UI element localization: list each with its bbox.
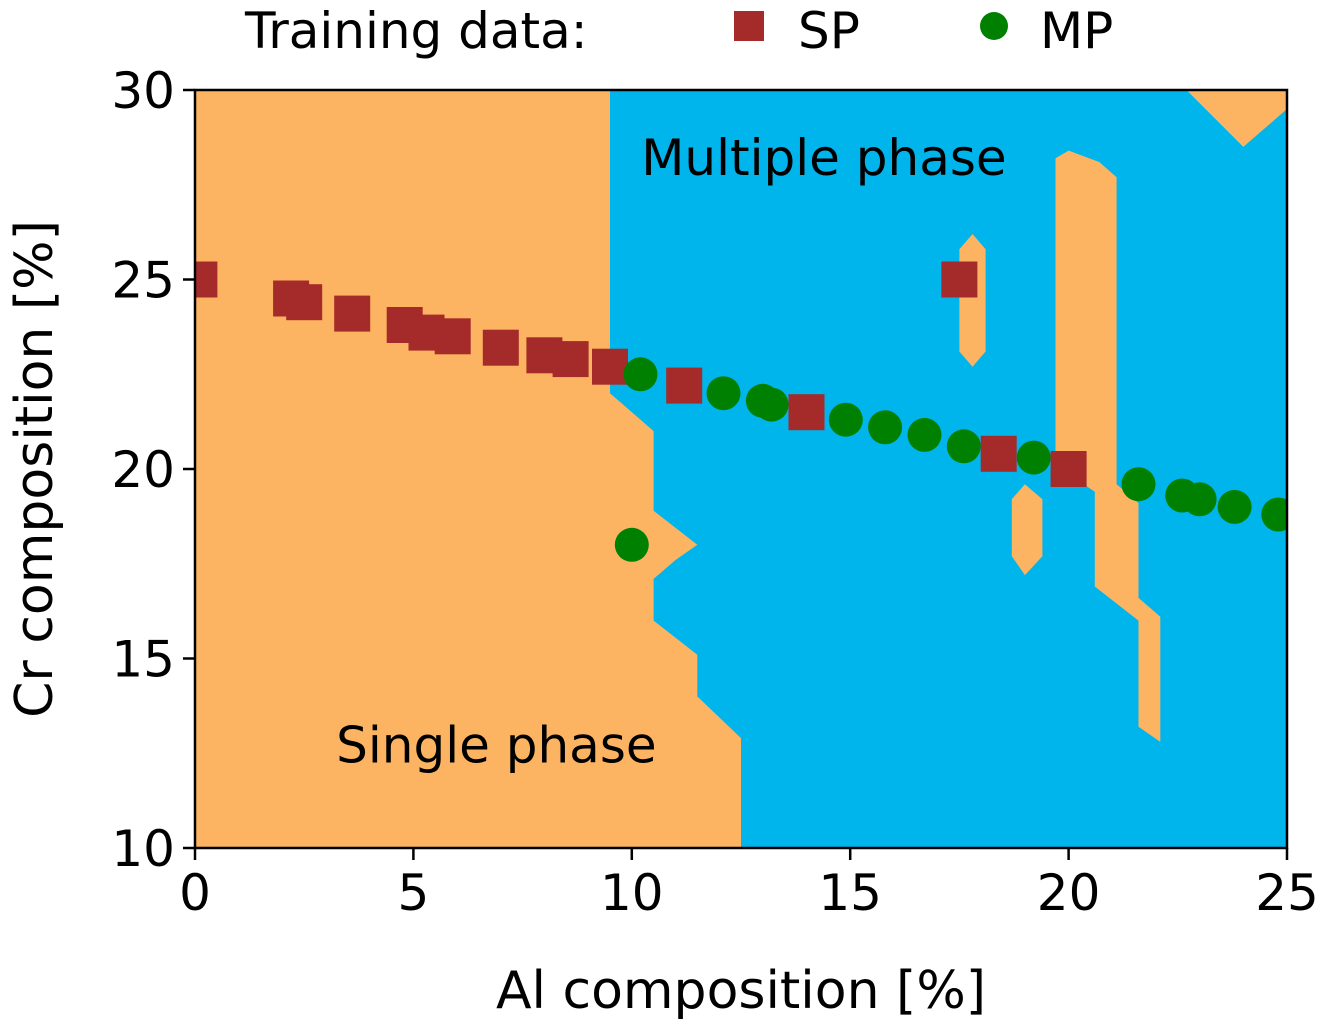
y-tick-label-30: 30 xyxy=(111,62,175,120)
series-sp xyxy=(195,261,1087,487)
data-point-mp-6 xyxy=(868,410,903,445)
legend-label-sp: SP xyxy=(798,2,860,60)
data-point-sp-13 xyxy=(941,261,978,298)
y-axis-label: Cr composition [%] xyxy=(5,220,65,718)
data-point-mp-0 xyxy=(623,357,658,392)
single-phase-island-2 xyxy=(1011,484,1043,576)
data-point-sp-11 xyxy=(666,367,703,404)
data-point-sp-12 xyxy=(788,394,825,431)
legend-marker-sp xyxy=(734,11,764,41)
multiple-phase-label: Multiple phase xyxy=(641,129,1006,187)
data-point-mp-4 xyxy=(754,387,789,422)
x-tick-label-25: 25 xyxy=(1255,864,1319,922)
data-point-mp-8 xyxy=(946,429,981,464)
legend: Training data: SP MP xyxy=(244,2,1113,60)
data-point-sp-6 xyxy=(434,318,471,355)
y-tick-label-20: 20 xyxy=(111,441,175,499)
single-phase-island-1 xyxy=(1055,150,1161,742)
data-point-sp-0 xyxy=(195,261,218,298)
data-point-mp-5 xyxy=(828,402,863,437)
legend-title: Training data: xyxy=(244,2,588,60)
data-point-sp-14 xyxy=(980,435,1017,472)
x-tick-label-20: 20 xyxy=(1037,864,1101,922)
data-point-mp-1 xyxy=(614,527,649,562)
y-tick-label-10: 10 xyxy=(111,820,175,878)
data-point-mp-13 xyxy=(1217,489,1252,524)
multiple-phase-region-0 xyxy=(610,90,1287,848)
data-point-mp-2 xyxy=(706,376,741,411)
x-tick-label-5: 5 xyxy=(397,864,429,922)
x-axis-ticks: 0 5 10 15 20 25 xyxy=(179,848,1319,922)
data-point-sp-2 xyxy=(286,284,323,321)
phase-regions xyxy=(195,90,1287,848)
data-point-sp-10 xyxy=(592,348,628,385)
data-point-mp-7 xyxy=(907,417,942,452)
series-mp xyxy=(614,357,1287,562)
y-tick-label-25: 25 xyxy=(111,252,175,310)
data-point-mp-12 xyxy=(1182,482,1217,517)
data-point-mp-10 xyxy=(1121,467,1156,502)
data-point-mp-14 xyxy=(1261,497,1287,532)
legend-label-mp: MP xyxy=(1040,2,1113,60)
data-point-sp-3 xyxy=(334,295,371,332)
data-point-sp-9 xyxy=(552,341,589,378)
data-point-sp-7 xyxy=(482,329,519,366)
x-axis-label: Al composition [%] xyxy=(496,961,986,1021)
single-phase-island-0 xyxy=(959,234,986,367)
data-point-sp-15 xyxy=(1050,451,1087,487)
x-tick-label-10: 10 xyxy=(600,864,664,922)
x-tick-label-0: 0 xyxy=(179,864,211,922)
y-axis-ticks: 10 15 20 25 30 xyxy=(111,62,195,878)
x-tick-label-15: 15 xyxy=(818,864,882,922)
plot-area: Single phase Multiple phase xyxy=(193,88,1289,850)
data-point-mp-9 xyxy=(1016,440,1051,475)
y-tick-label-15: 15 xyxy=(111,631,175,689)
single-phase-label: Single phase xyxy=(336,717,656,775)
legend-marker-mp xyxy=(980,12,1008,40)
